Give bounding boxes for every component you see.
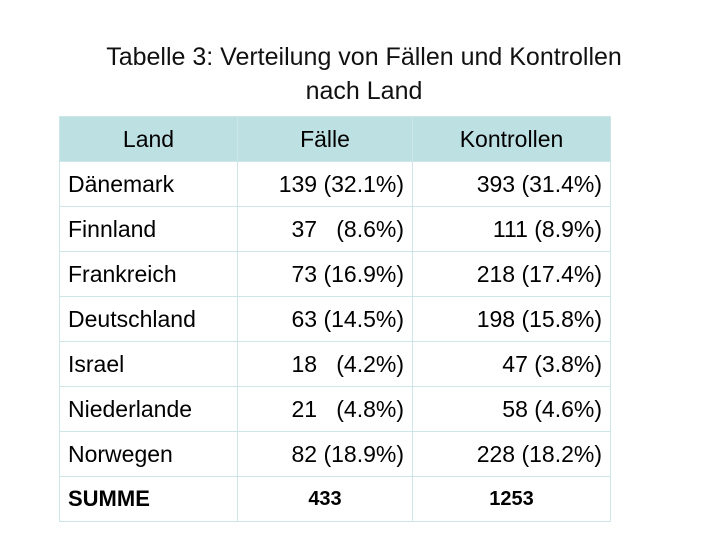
- land-cell: Deutschland: [59, 296, 238, 342]
- header-kontrollen: Kontrollen: [412, 116, 611, 162]
- faelle-cell: 73 (16.9%): [237, 251, 413, 297]
- kontrollen-cell: 111 (8.9%): [412, 206, 611, 252]
- land-cell: Finnland: [59, 206, 238, 252]
- summe-kontrollen: 1253: [412, 476, 611, 522]
- summe-faelle: 433: [237, 476, 413, 522]
- faelle-cell: 63 (14.5%): [237, 296, 413, 342]
- kontrollen-cell: 218 (17.4%): [412, 251, 611, 297]
- summe-row: SUMME 433 1253: [59, 476, 611, 522]
- land-cell: Niederlande: [59, 386, 238, 432]
- table-row: Norwegen 82 (18.9%) 228 (18.2%): [59, 431, 611, 477]
- page-title: Tabelle 3: Verteilung von Fällen und Kon…: [0, 40, 720, 108]
- land-cell: Israel: [59, 341, 238, 387]
- land-cell: Norwegen: [59, 431, 238, 477]
- table-row: Dänemark 139 (32.1%) 393 (31.4%): [59, 161, 611, 207]
- title-line-1: Tabelle 3: Verteilung von Fällen und Kon…: [106, 43, 622, 71]
- faelle-cell: 18 (4.2%): [237, 341, 413, 387]
- title-line-2: nach Land: [305, 77, 423, 105]
- kontrollen-cell: 58 (4.6%): [412, 386, 611, 432]
- faelle-cell: 37 (8.6%): [237, 206, 413, 252]
- kontrollen-cell: 198 (15.8%): [412, 296, 611, 342]
- summe-label: SUMME: [59, 476, 238, 522]
- faelle-cell: 139 (32.1%): [237, 161, 413, 207]
- land-cell: Frankreich: [59, 251, 238, 297]
- table-row: Frankreich 73 (16.9%) 218 (17.4%): [59, 251, 611, 297]
- header-row: Land Fälle Kontrollen: [59, 116, 611, 162]
- table-row: Niederlande 21 (4.8%) 58 (4.6%): [59, 386, 611, 432]
- table-row: Finnland 37 (8.6%) 111 (8.9%): [59, 206, 611, 252]
- faelle-cell: 82 (18.9%): [237, 431, 413, 477]
- land-cell: Dänemark: [59, 161, 238, 207]
- header-faelle: Fälle: [237, 116, 413, 162]
- table-row: Deutschland 63 (14.5%) 198 (15.8%): [59, 296, 611, 342]
- faelle-cell: 21 (4.8%): [237, 386, 413, 432]
- kontrollen-cell: 228 (18.2%): [412, 431, 611, 477]
- header-land: Land: [59, 116, 238, 162]
- kontrollen-cell: 47 (3.8%): [412, 341, 611, 387]
- distribution-table: Land Fälle Kontrollen Dänemark 139 (32.1…: [59, 116, 611, 522]
- table-row: Israel 18 (4.2%) 47 (3.8%): [59, 341, 611, 387]
- kontrollen-cell: 393 (31.4%): [412, 161, 611, 207]
